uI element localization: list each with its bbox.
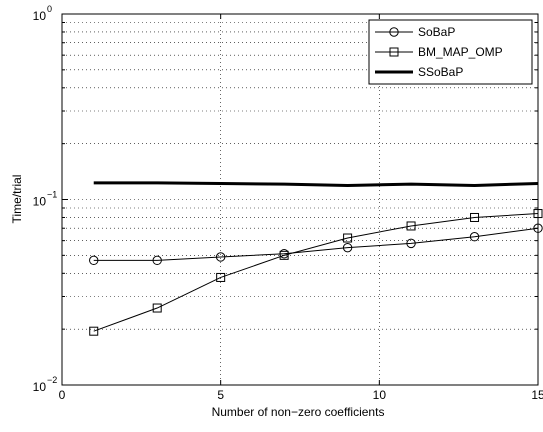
data-point-bm-map-omp	[533, 209, 543, 219]
data-point-bm-map-omp	[216, 272, 226, 282]
legend: SoBaP BM_MAP_OMP SSoBaP	[368, 19, 533, 85]
data-point-sobap	[152, 255, 162, 266]
data-point-sobap	[342, 242, 353, 253]
data-point-bm-map-omp	[470, 212, 480, 222]
y-tick-base: 10	[33, 380, 47, 394]
y-tick-base: 10	[33, 195, 47, 209]
data-point-sobap	[533, 223, 543, 233]
legend-swatch-marker	[389, 47, 399, 57]
data-point-sobap	[406, 238, 416, 249]
data-point-sobap	[215, 252, 226, 262]
data-point-bm-map-omp	[152, 303, 162, 313]
data-point-sobap	[469, 232, 480, 242]
series-line-bm-map-omp	[93, 213, 539, 332]
y-axis-label: Time/trial	[10, 175, 24, 224]
x-tick-label: 0	[59, 388, 66, 402]
x-tick-label: 10	[373, 388, 387, 402]
series-line-sobap	[93, 227, 539, 261]
series-sobap	[89, 223, 543, 266]
legend-entry-sobap: SoBaP	[375, 25, 455, 39]
y-tick-label: 10 −2	[33, 375, 58, 394]
y-tick-exponent: −2	[47, 375, 57, 385]
legend-label: SSoBaP	[418, 65, 463, 79]
y-tick-base: 10	[33, 9, 47, 23]
legend-entries: SoBaP BM_MAP_OMP SSoBaP	[375, 25, 503, 79]
data-point-bm-map-omp	[279, 250, 289, 260]
data-point-bm-map-omp	[406, 221, 416, 231]
legend-entry-ssobap: SSoBaP	[375, 65, 463, 79]
legend-label: BM_MAP_OMP	[418, 45, 503, 59]
series-ssobap	[93, 181, 539, 187]
data-point-bm-map-omp	[89, 326, 99, 336]
y-tick-label: 10 −1	[33, 190, 58, 209]
x-tick-label: 15	[531, 388, 543, 402]
y-tick-exponent: −1	[47, 190, 57, 200]
x-tick-label: 5	[217, 388, 224, 402]
legend-label: SoBaP	[418, 25, 455, 39]
y-tick-label: 10 0	[33, 4, 52, 23]
series-group	[89, 181, 543, 336]
y-tick-exponent: 0	[47, 4, 52, 14]
legend-entry-bm-map-omp: BM_MAP_OMP	[375, 45, 503, 59]
legend-swatch-marker	[389, 27, 399, 37]
data-point-sobap	[89, 255, 99, 266]
series-line-ssobap	[93, 181, 539, 187]
x-axis-label: Number of non−zero coefficients	[212, 405, 385, 419]
data-point-bm-map-omp	[343, 233, 353, 243]
series-bm-map-omp	[89, 209, 543, 336]
